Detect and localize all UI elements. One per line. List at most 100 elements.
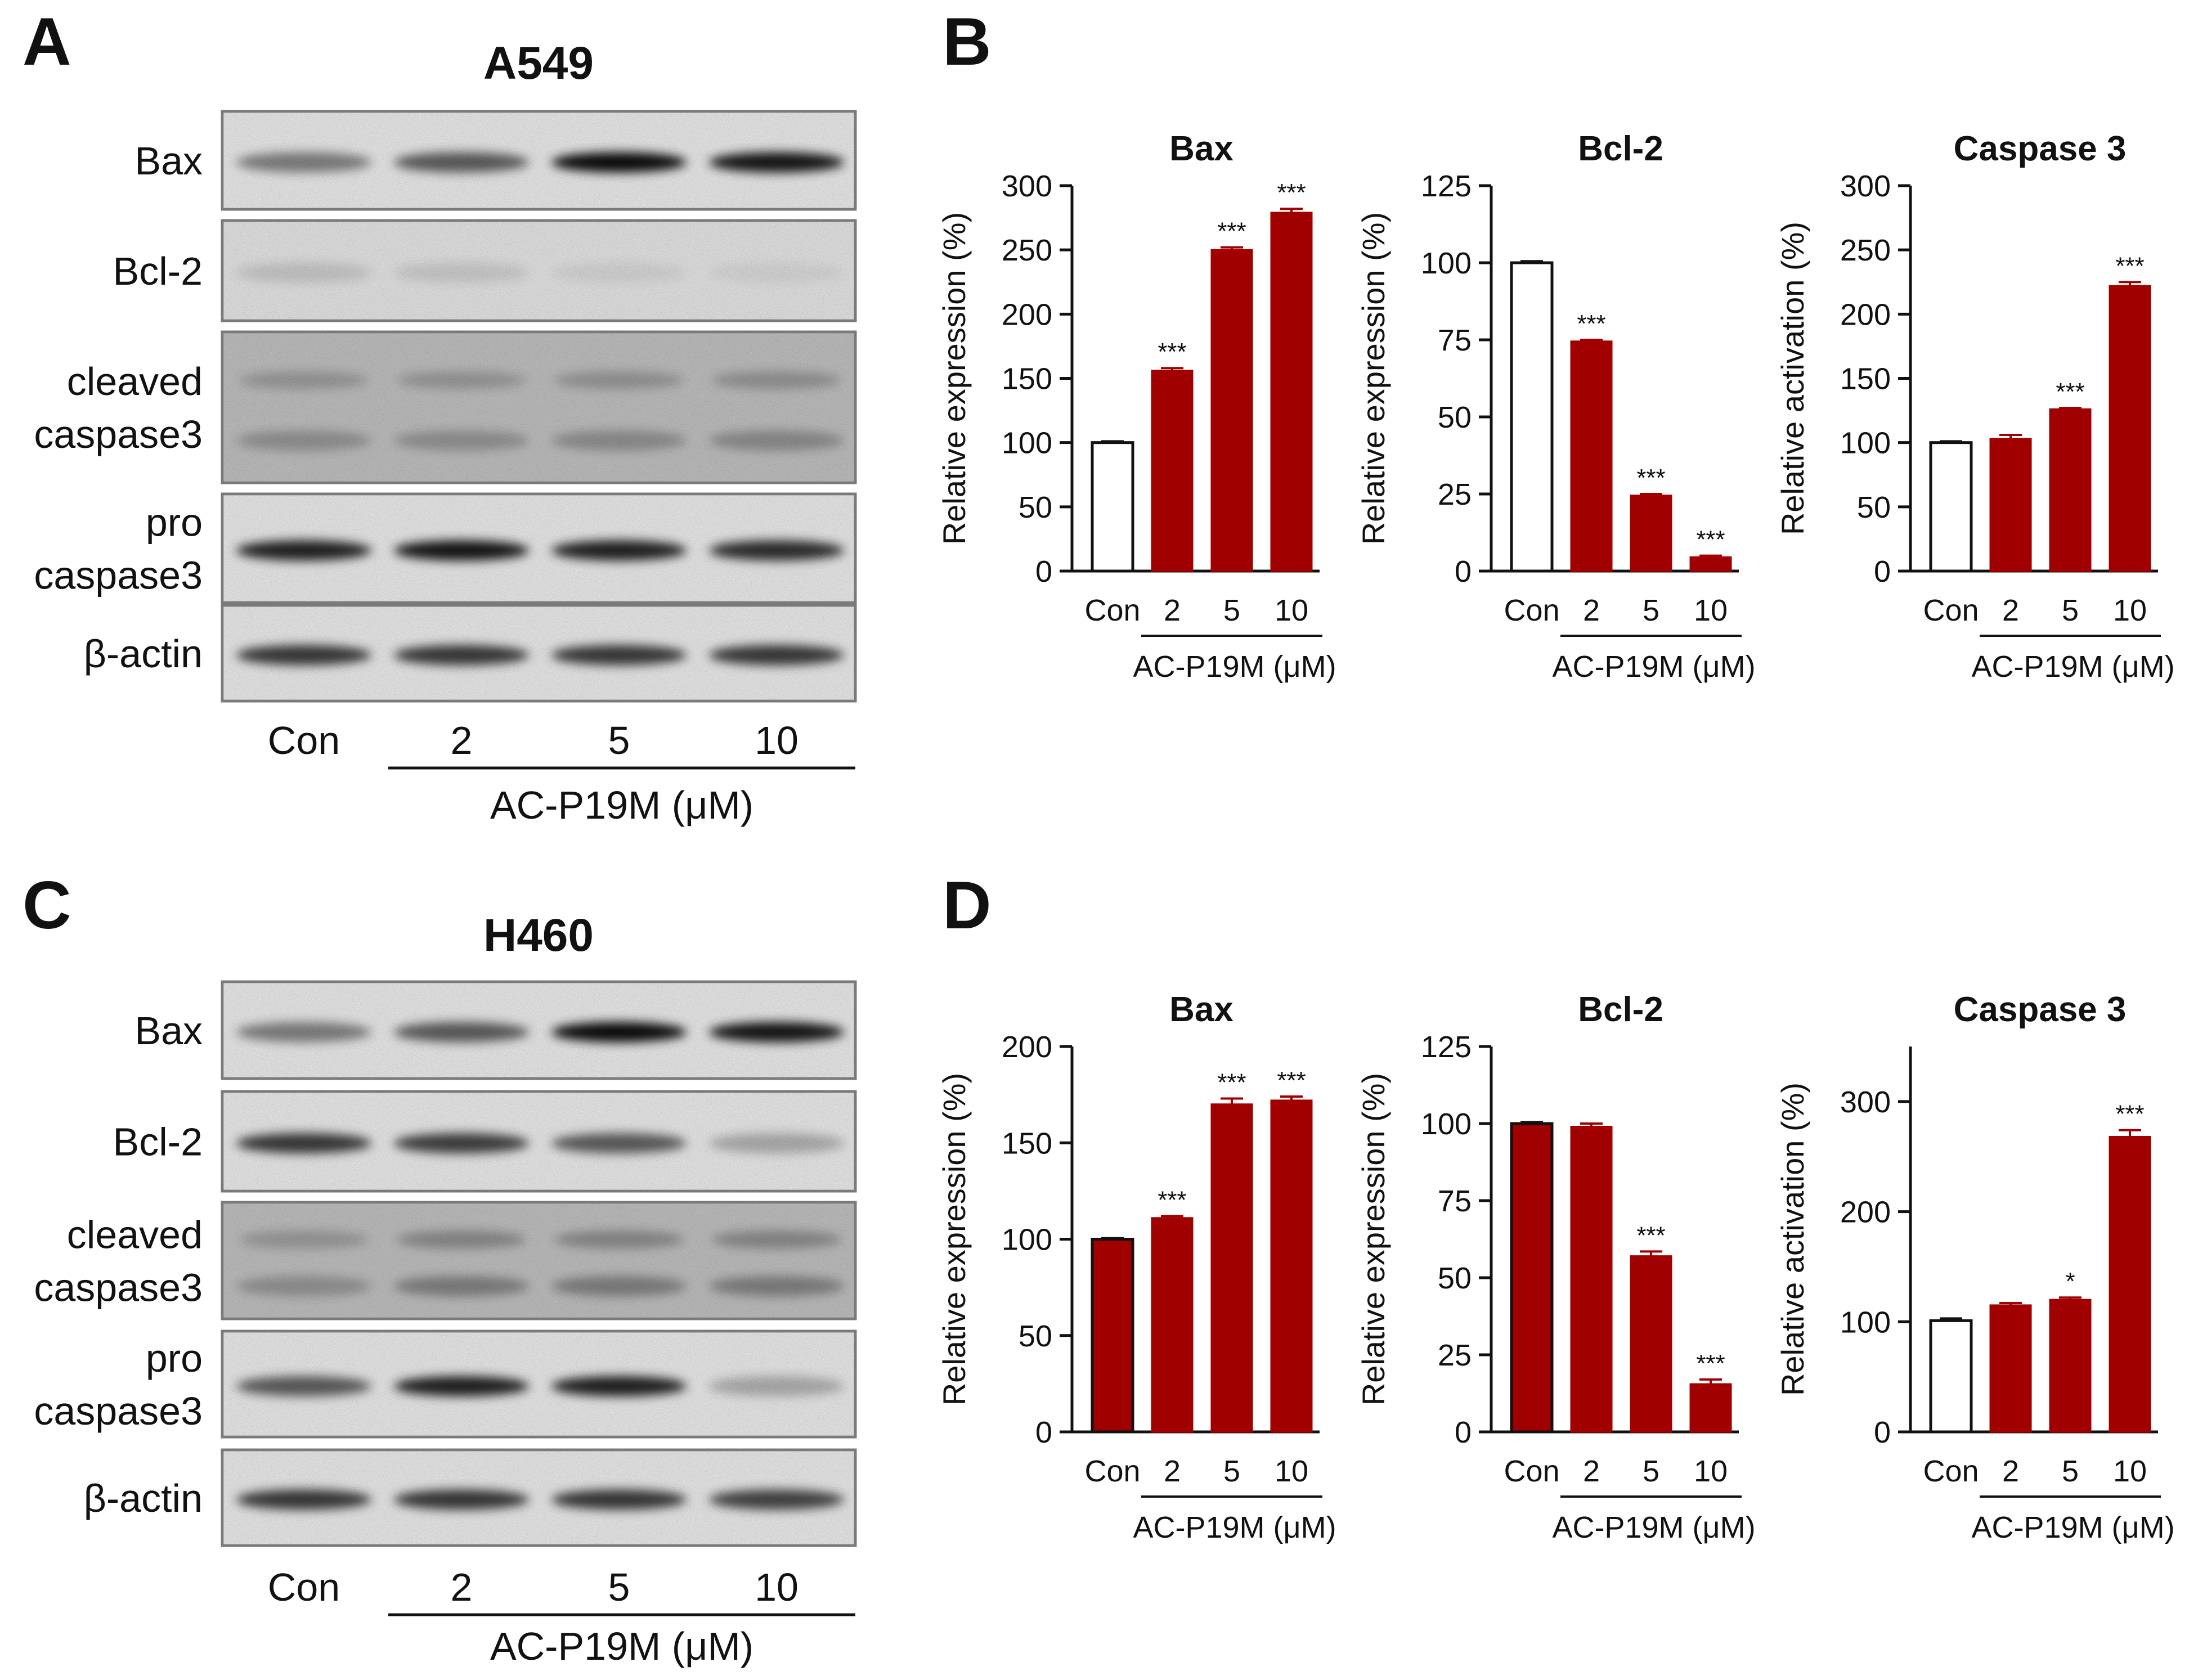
x-tick-label: 2 (2002, 1454, 2019, 1488)
x-tick-label: Con (1923, 594, 1979, 627)
cell-line-title-h460: H460 (483, 910, 594, 961)
blot-band (551, 430, 687, 451)
y-tick-label: 250 (1002, 233, 1052, 267)
blot-band (551, 1022, 687, 1043)
chart-title: Bcl-2 (1578, 129, 1663, 168)
blot-band (709, 1022, 844, 1043)
blot-band (394, 1133, 529, 1154)
bar (1151, 370, 1194, 572)
y-axis-label: Relative expression (%) (936, 212, 972, 545)
bar (1989, 438, 2032, 572)
x-tick-label: 10 (1275, 594, 1308, 627)
y-tick-label: 75 (1438, 324, 1472, 357)
blot-band (236, 262, 371, 283)
y-tick-label: 25 (1438, 1338, 1472, 1372)
blot-band (712, 371, 841, 389)
y-tick-label: 100 (1002, 426, 1052, 460)
blot-band (236, 1376, 371, 1396)
x-tick-label: 10 (2113, 594, 2147, 627)
y-tick-label: 200 (1002, 1030, 1052, 1064)
blot-band (551, 540, 687, 561)
bar (1510, 1122, 1554, 1434)
blot-band (712, 1230, 841, 1249)
y-tick-label: 300 (1840, 1085, 1891, 1119)
x-tick-label: 5 (1643, 594, 1659, 627)
y-tick-label: 150 (1002, 1126, 1052, 1160)
x-tick-label: 10 (2113, 1454, 2147, 1488)
blot-row-a549-4: β-actin (84, 604, 857, 703)
x-tick-label: Con (1504, 594, 1559, 627)
blot-label: Bcl-2 (113, 1120, 203, 1164)
blot-band (397, 371, 526, 389)
bar (1210, 249, 1253, 572)
blot-texture (224, 1204, 854, 1317)
significance-marker: *** (1577, 310, 1605, 338)
y-tick-label: 50 (1019, 491, 1052, 524)
significance-marker: *** (1158, 338, 1186, 366)
blot-row-a549-1: Bcl-2 (113, 219, 857, 322)
y-tick-label: 100 (1840, 426, 1891, 460)
x-tick-label: 10 (1694, 594, 1728, 627)
blot-band (709, 1376, 844, 1396)
blot-band (394, 645, 529, 666)
significance-marker: *** (1636, 1221, 1665, 1249)
blot-row-h460-1: Bcl-2 (113, 1090, 857, 1193)
x-axis-label: AC-P19M (μM) (1133, 1511, 1336, 1544)
y-axis-label: Relative expression (%) (1356, 1073, 1391, 1405)
blot-band (554, 371, 684, 389)
blot-label-line2: caspase3 (34, 1389, 203, 1433)
bar (2049, 1299, 2092, 1433)
bar (1151, 1217, 1194, 1433)
x-tick-label: 2 (1583, 1454, 1600, 1488)
y-axis-label: Relative activation (%) (1775, 1082, 1810, 1396)
blot-band (239, 371, 369, 389)
bar (1270, 212, 1313, 572)
y-tick-label: 200 (1002, 298, 1052, 331)
blot-lane-label: 10 (755, 1565, 799, 1609)
significance-marker: *** (1696, 1350, 1725, 1377)
y-tick-label: 200 (1840, 1196, 1891, 1229)
significance-marker: *** (1217, 218, 1246, 245)
y-tick-label: 125 (1421, 1030, 1472, 1064)
significance-marker: *** (2056, 378, 2084, 406)
blot-label-line1: pro (146, 1336, 203, 1380)
blot-band (394, 1276, 529, 1297)
significance-marker: * (2065, 1268, 2075, 1295)
y-tick-label: 50 (1438, 401, 1472, 434)
y-tick-label: 0 (1874, 1416, 1891, 1449)
blot-band (394, 430, 529, 451)
significance-marker: *** (1636, 464, 1665, 492)
blot-band (551, 152, 687, 173)
bar (1689, 556, 1732, 572)
blot-lane-label: 5 (608, 1565, 630, 1609)
x-tick-label: 5 (1643, 1454, 1659, 1488)
bar (1091, 441, 1134, 573)
blot-band (397, 1230, 526, 1249)
x-tick-label: 10 (1694, 1454, 1728, 1488)
blot-label-line1: pro (146, 501, 203, 545)
bar (1091, 1238, 1134, 1434)
x-tick-label: 2 (2002, 594, 2019, 627)
blot-label: Bax (134, 139, 203, 183)
blot-band (236, 152, 371, 173)
y-tick-label: 100 (1421, 246, 1472, 280)
blot-band (551, 1376, 687, 1396)
y-tick-label: 75 (1438, 1184, 1472, 1218)
bar (2049, 408, 2092, 572)
significance-marker: *** (2115, 252, 2144, 280)
blot-band (551, 645, 687, 666)
blot-label-line1: cleaved (67, 360, 203, 403)
blot-lane-label: 10 (755, 718, 799, 762)
bar-chart-b-3: Caspase 3 0 50 100 150 200 250 300 Relative acti… (1775, 129, 2175, 684)
panel-letter-b: B (943, 4, 992, 79)
significance-marker: *** (1158, 1186, 1186, 1214)
bar (1270, 1099, 1313, 1433)
bar (1570, 340, 1613, 572)
blot-row-a549-2: cleaved caspase3 (34, 330, 857, 484)
chart-title: Caspase 3 (1954, 129, 2127, 168)
y-tick-label: 300 (1002, 169, 1052, 203)
x-tick-label: 2 (1583, 594, 1600, 627)
western-blot-a549: Bax Bcl-2 cleaved caspase3 pro caspase3 β-acti… (34, 110, 857, 827)
x-tick-label: Con (1923, 1454, 1979, 1488)
blot-row-h460-4: β-actin (84, 1448, 857, 1547)
